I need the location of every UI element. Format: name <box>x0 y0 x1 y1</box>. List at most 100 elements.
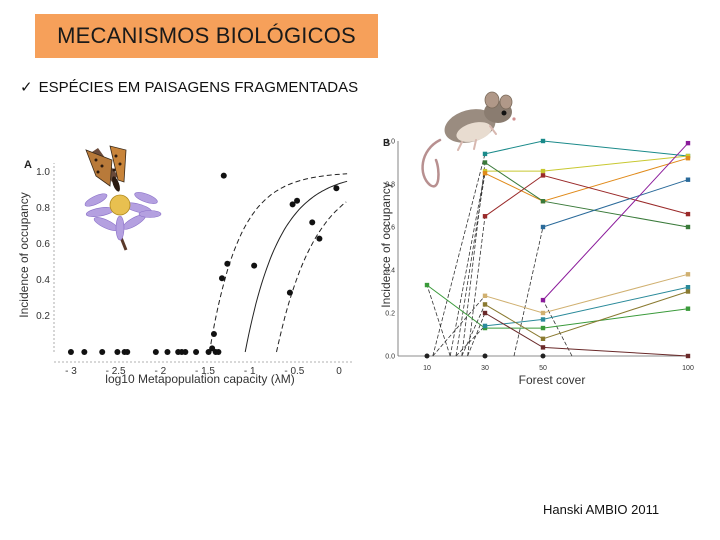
panel-b-data-point <box>685 177 691 182</box>
panel-b-threshold-line <box>467 216 486 357</box>
panel-b-data-point <box>540 138 546 144</box>
panel-b-data-point <box>540 317 546 322</box>
slide-title: MECANISMOS BIOLÓGICOS <box>57 23 356 48</box>
panel-b-y-tick-label: 1.0 <box>385 139 395 146</box>
panel-b-data-point <box>482 151 488 157</box>
panel-a-data-point <box>215 349 222 355</box>
panel-a-x-tick-label: - 2.5 <box>106 366 126 377</box>
panel-a-data-point <box>67 349 74 355</box>
panel-b-series-line <box>484 291 689 340</box>
panel-a-data-point <box>220 172 227 179</box>
panel-b-data-point <box>540 297 546 303</box>
panel-b-x-tick-label: 10 <box>423 365 431 372</box>
panel-a-fit-curve <box>209 173 348 353</box>
panel-b-series-line <box>484 286 689 327</box>
panel-b-y-tick-label: 0.8 <box>385 182 395 189</box>
panel-b-data-point <box>685 224 691 230</box>
bullet-item: ✓ ESPÉCIES EM PAISAGENS FRAGMENTADAS <box>20 78 358 96</box>
panel-b-data-point <box>685 272 691 277</box>
panel-a-y-tick-label: 0.2 <box>36 311 50 322</box>
panel-b-data-point <box>482 171 488 176</box>
dormouse-illustration <box>421 91 516 188</box>
panel-a-y-tick-label: 0.8 <box>36 203 50 214</box>
panel-b-data-point <box>540 310 546 316</box>
panel-a-ylabel: Incidence of occupancy <box>17 192 31 317</box>
panel-b-data-point <box>540 336 546 341</box>
panel-b-data-point <box>685 289 691 294</box>
panel-a-data-point <box>210 331 217 337</box>
panel-b-data-point <box>482 302 488 307</box>
panel-b-y-tick-label: 0.2 <box>385 311 395 318</box>
panel-b-data-point <box>482 160 488 165</box>
panel-b-data-point <box>685 211 691 217</box>
panel-a-x-tick-label: - 1.5 <box>195 366 215 377</box>
panel-a-data-point <box>333 185 340 192</box>
panel-b-ylabel: Incidence of occupancy <box>379 182 393 307</box>
panel-b-y-tick-label: 0.6 <box>385 225 395 232</box>
panel-b-threshold-line <box>542 299 573 357</box>
panel-b-data-point <box>540 345 546 350</box>
panel-b-data-point <box>685 285 691 290</box>
panel-a-data-point <box>114 349 121 355</box>
panel-b-threshold-line <box>432 153 486 357</box>
panel-a-x-tick-label: - 3 <box>65 366 77 377</box>
panel-a-xlabel: log10 Metapopulation capacity (λM) <box>105 372 294 386</box>
panel-b-data-point <box>482 214 488 219</box>
panel-b-threshold-line <box>513 226 544 357</box>
panel-b-data-point <box>482 323 488 329</box>
panel-a-data-point <box>309 219 316 226</box>
panel-b-data-point <box>685 140 691 146</box>
panel-b-series-line <box>542 142 689 301</box>
chart-a: A - 3 - 2.5 - 2 - 1.5 - 1 - 0.5 0 0.2 0.4 0.6 0.8 1… <box>17 145 353 386</box>
panel-a-fit-curve <box>276 201 347 353</box>
panel-b-data-point <box>482 293 488 298</box>
panel-a-data-point <box>193 349 200 355</box>
panel-a-fit-curve <box>244 180 348 353</box>
panel-b-zero-point <box>424 353 430 359</box>
panel-b-threshold-line <box>426 284 451 357</box>
panel-b-y-tick-label: 0.4 <box>385 268 395 275</box>
panel-a-data-point <box>152 349 159 355</box>
panel-b-data-point <box>540 168 546 174</box>
panel-b-threshold-line <box>455 173 486 357</box>
panel-a-data-point <box>164 349 171 355</box>
panel-b-x-tick-label: 30 <box>481 365 489 372</box>
panel-b-threshold-line <box>455 325 486 357</box>
panel-b-series-line <box>484 174 689 217</box>
panel-a-x-tick-label: - 2 <box>154 366 166 377</box>
panel-b-threshold-line <box>461 162 486 357</box>
panel-b-data-point <box>424 282 430 288</box>
panel-a-data-point <box>251 262 258 269</box>
chart-b: B 10 30 50 100 0.0 0.2 0.4 0.6 0.8 1.0 Incidence … <box>379 91 694 387</box>
citation-credit: Hanski AMBIO 2011 <box>543 502 660 517</box>
panel-b-x-tick-label: 100 <box>682 365 694 372</box>
panel-b-series-line <box>485 155 689 172</box>
panel-b-data-point <box>685 156 691 161</box>
slide-title-box: MECANISMOS BIOLÓGICOS <box>35 14 378 58</box>
checkmark-icon: ✓ <box>20 79 33 96</box>
bullet-text: ESPÉCIES EM PAISAGENS FRAGMENTADAS <box>38 79 359 96</box>
panel-b-data-point <box>540 173 546 178</box>
panel-b-data-point <box>540 224 546 230</box>
panel-b-data-point <box>540 199 546 204</box>
panel-a-data-point <box>289 201 296 208</box>
panel-b-threshold-line <box>461 304 486 357</box>
panel-b-series-line <box>542 179 689 228</box>
panel-a-x-tick-label: 0 <box>336 366 342 377</box>
panel-b-x-tick-label: 50 <box>539 365 547 372</box>
panel-a-data-point <box>286 289 293 296</box>
panel-a-data-point <box>81 349 88 355</box>
butterfly-flower-illustration <box>84 145 162 251</box>
panel-b-series-line <box>426 284 689 329</box>
panel-b-zero-point <box>540 353 546 359</box>
panel-a-data-point <box>124 349 131 355</box>
panel-a-data-point <box>99 349 106 355</box>
panel-a-data-point <box>294 197 301 204</box>
panel-a-data-point <box>182 349 189 355</box>
panel-a-data-point <box>224 260 231 267</box>
panel-a-y-tick-label: 0.4 <box>36 275 50 286</box>
panel-b-xlabel: Forest cover <box>519 373 586 387</box>
panel-b-zero-point <box>482 353 488 359</box>
panel-a-y-tick-label: 1.0 <box>36 167 50 178</box>
